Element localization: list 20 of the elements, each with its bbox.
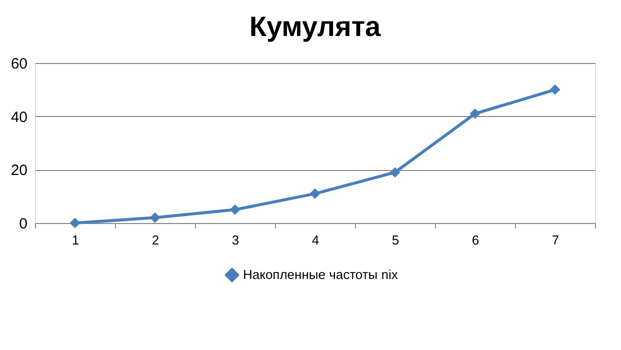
point <box>150 212 160 223</box>
point <box>70 218 80 228</box>
point <box>310 188 320 199</box>
chart-title: Кумулята <box>249 11 382 42</box>
y-tick-label: 40 <box>10 108 28 126</box>
x-tick-label: 3 <box>232 232 240 248</box>
x-tick-label: 6 <box>472 232 480 248</box>
y-tick-label: 60 <box>10 56 28 72</box>
y-tick-label: 0 <box>19 216 28 232</box>
x-tick-label: 7 <box>552 232 560 248</box>
point <box>550 84 560 95</box>
x-tick-label: 2 <box>152 232 160 248</box>
legend-label: Накопленные частоты nix <box>243 267 398 282</box>
point <box>230 204 240 215</box>
point <box>470 108 480 119</box>
point <box>390 167 400 178</box>
y-tick-label: 20 <box>10 162 28 180</box>
x-tick-label: 1 <box>72 232 80 248</box>
x-tick-label: 5 <box>392 232 400 248</box>
x-tick-label: 4 <box>312 232 320 248</box>
